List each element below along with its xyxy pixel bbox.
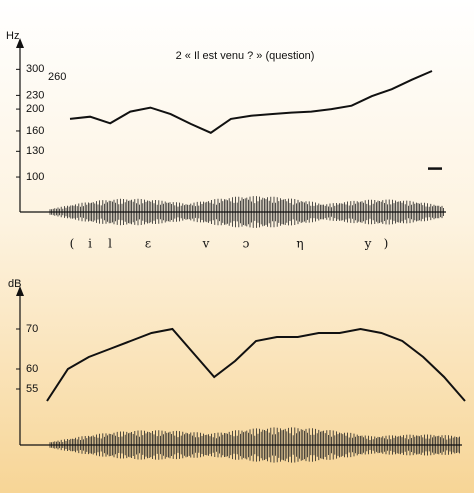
- axis-arrow: [16, 38, 24, 48]
- phoneme: ɔ: [243, 237, 250, 251]
- phoneme: i: [88, 237, 92, 251]
- y-tick-label: 100: [26, 171, 44, 183]
- y-tick-label: 160: [26, 125, 44, 137]
- y-tick-label: 55: [26, 383, 38, 395]
- phoneme: (: [70, 237, 75, 251]
- y-tick-label: 200: [26, 103, 44, 115]
- data-line: [46, 327, 466, 402]
- y-tick-label: 300: [26, 63, 44, 75]
- phoneme: ε: [145, 237, 151, 251]
- chart-title: 2 « Il est venu ? » (question): [176, 50, 315, 62]
- annotation: 260: [48, 71, 66, 83]
- phoneme: ): [384, 237, 389, 251]
- phoneme: η: [296, 237, 303, 251]
- axis-arrow: [16, 286, 24, 296]
- y-tick-label: 130: [26, 145, 44, 157]
- phoneme: y: [364, 237, 372, 251]
- y-tick-label: 70: [26, 323, 38, 335]
- y-axis-label: Hz: [6, 30, 19, 42]
- phoneme: l: [108, 237, 112, 251]
- data-line: [69, 70, 433, 134]
- phoneme: v: [202, 237, 210, 251]
- y-tick-label: 60: [26, 363, 38, 375]
- y-tick-label: 230: [26, 89, 44, 101]
- y-axis-label: dB: [8, 278, 21, 290]
